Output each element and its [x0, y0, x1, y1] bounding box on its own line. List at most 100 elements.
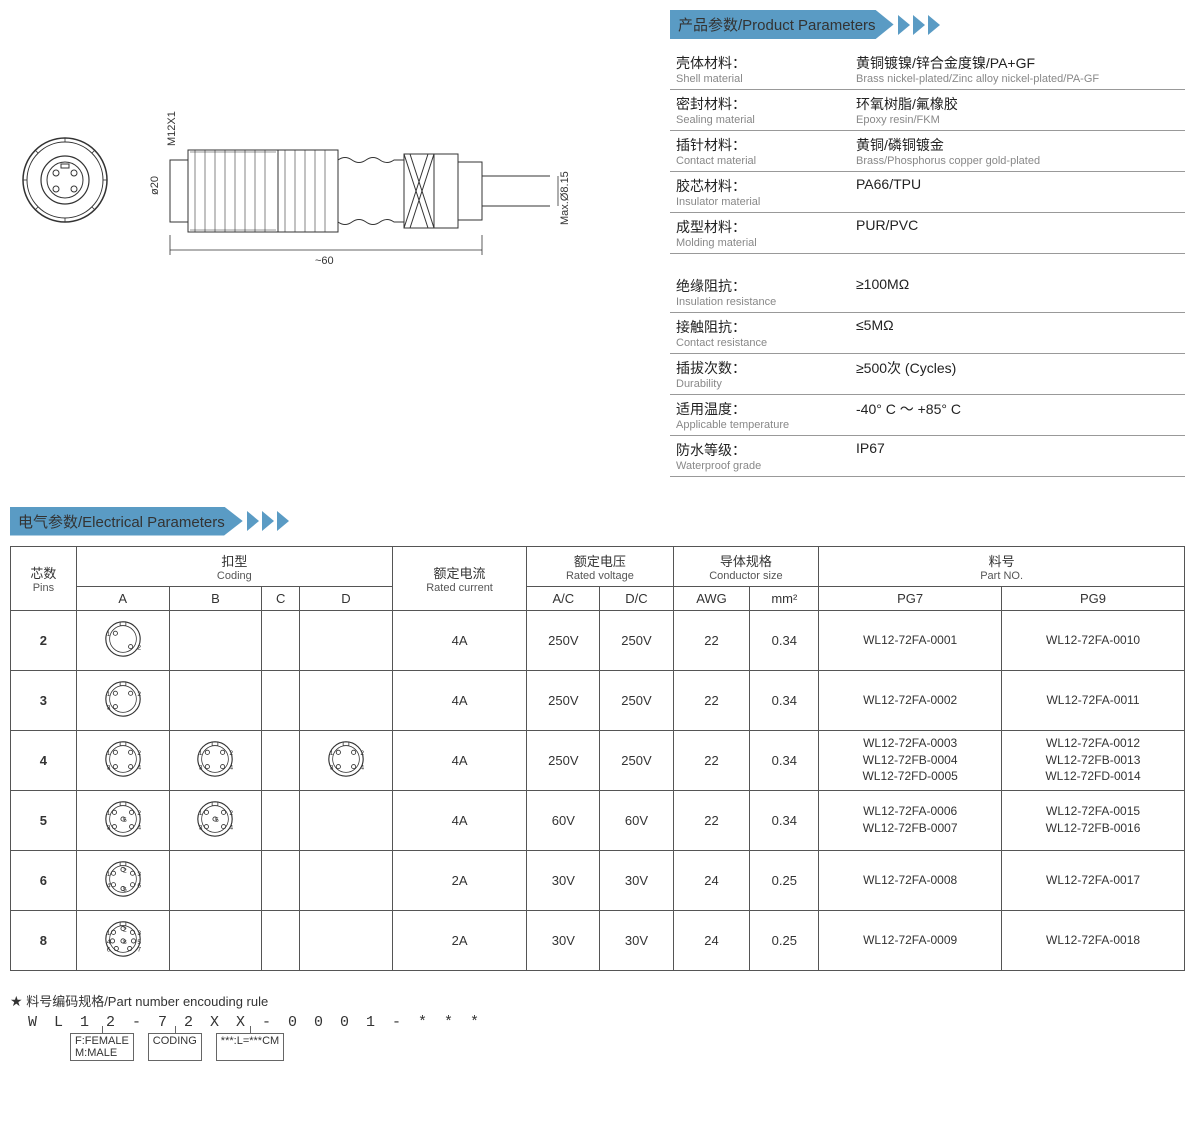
coding-diagram: 12345: [76, 790, 169, 850]
param-label: 密封材料：Sealing material: [670, 90, 850, 131]
current-value: 4A: [392, 610, 526, 670]
svg-text:3: 3: [106, 764, 110, 771]
mm2-value: 0.25: [750, 850, 819, 910]
coding-diagram: [300, 610, 393, 670]
svg-text:2: 2: [360, 750, 364, 757]
current-value: 2A: [392, 910, 526, 970]
svg-text:8: 8: [123, 938, 127, 945]
param-label: 接触阻抗：Contact resistance: [670, 312, 850, 353]
param-value: 黄铜镀镍/锌合金度镍/PA+GFBrass nickel-plated/Zinc…: [850, 49, 1185, 90]
param-label: 防水等级：Waterproof grade: [670, 435, 850, 476]
product-params-table: 壳体材料：Shell material 黄铜镀镍/锌合金度镍/PA+GFBras…: [670, 49, 1185, 477]
svg-text:1: 1: [330, 750, 334, 757]
part-number: WL12-72FA-0018: [1002, 910, 1185, 970]
current-value: 4A: [392, 670, 526, 730]
coding-diagram: [262, 730, 300, 790]
part-number: WL12-72FA-0006WL12-72FB-0007: [819, 790, 1002, 850]
svg-text:4: 4: [360, 764, 364, 771]
header-tab: 产品参数/Product Parameters: [670, 10, 894, 39]
vac-value: 30V: [527, 910, 600, 970]
awg-value: 22: [673, 790, 750, 850]
svg-text:Max.Ø8.15: Max.Ø8.15: [559, 171, 571, 225]
svg-text:2: 2: [123, 926, 127, 933]
svg-text:1: 1: [106, 930, 110, 937]
coding-diagram: 12345678: [76, 910, 169, 970]
product-params-header: 产品参数/Product Parameters: [670, 10, 1185, 39]
svg-text:1: 1: [199, 750, 203, 757]
electrical-params-table: 芯数Pins 扣型Coding 额定电流Rated current 额定电压Ra…: [10, 546, 1185, 971]
mm2-value: 0.25: [750, 910, 819, 970]
part-number: WL12-72FA-0015WL12-72FB-0016: [1002, 790, 1185, 850]
part-number: WL12-72FA-0010: [1002, 610, 1185, 670]
technical-drawing: ø20 M12X1 ~60 Max.Ø8.15: [10, 10, 650, 477]
pins-value: 4: [11, 730, 77, 790]
svg-text:2: 2: [230, 810, 234, 817]
vdc-value: 60V: [600, 790, 673, 850]
mm2-value: 0.34: [750, 610, 819, 670]
coding-diagram: 12345: [169, 790, 262, 850]
svg-text:1: 1: [106, 750, 110, 757]
electrical-params-header: 电气参数/Electrical Parameters: [10, 507, 1185, 536]
coding-diagram: [262, 790, 300, 850]
pins-value: 5: [11, 790, 77, 850]
col-coding-C: C: [262, 586, 300, 610]
svg-text:5: 5: [123, 886, 127, 893]
current-value: 2A: [392, 850, 526, 910]
vdc-value: 30V: [600, 850, 673, 910]
col-cond-sub: mm²: [750, 586, 819, 610]
vac-value: 60V: [527, 790, 600, 850]
param-value: ≥500次 (Cycles): [850, 353, 1185, 394]
current-value: 4A: [392, 790, 526, 850]
param-value: IP67: [850, 435, 1185, 476]
svg-text:~60: ~60: [315, 255, 334, 267]
header-tab: 电气参数/Electrical Parameters: [10, 507, 243, 536]
svg-text:1: 1: [106, 691, 110, 698]
svg-text:4: 4: [230, 824, 234, 831]
pins-value: 6: [11, 850, 77, 910]
svg-text:3: 3: [106, 704, 110, 711]
param-label: 适用温度：Applicable temperature: [670, 394, 850, 435]
svg-text:4: 4: [230, 764, 234, 771]
coding-diagram: [169, 850, 262, 910]
coding-diagram: 123456: [76, 850, 169, 910]
svg-text:5: 5: [123, 816, 127, 823]
svg-text:3: 3: [106, 824, 110, 831]
svg-text:1: 1: [106, 810, 110, 817]
param-value: PUR/PVC: [850, 213, 1185, 254]
svg-text:M12X1: M12X1: [166, 111, 178, 146]
col-part-sub: PG7: [819, 586, 1002, 610]
svg-text:4: 4: [137, 764, 141, 771]
vac-value: 250V: [527, 730, 600, 790]
svg-text:4: 4: [137, 824, 141, 831]
awg-value: 24: [673, 910, 750, 970]
part-number: WL12-72FA-0003WL12-72FB-0004WL12-72FD-00…: [819, 730, 1002, 790]
svg-text:4: 4: [106, 882, 110, 889]
svg-text:2: 2: [137, 750, 141, 757]
part-number: WL12-72FA-0009: [819, 910, 1002, 970]
part-number: WL12-72FA-0011: [1002, 670, 1185, 730]
pins-value: 8: [11, 910, 77, 970]
coding-diagram: [300, 850, 393, 910]
pins-value: 2: [11, 610, 77, 670]
coding-diagram: 1234: [300, 730, 393, 790]
param-value: PA66/TPU: [850, 172, 1185, 213]
vdc-value: 250V: [600, 610, 673, 670]
coding-diagram: [300, 790, 393, 850]
mm2-value: 0.34: [750, 670, 819, 730]
svg-text:3: 3: [137, 871, 141, 878]
encoding-note: CODING: [148, 1033, 202, 1061]
part-number: WL12-72FA-0001: [819, 610, 1002, 670]
svg-text:5: 5: [137, 938, 141, 945]
vdc-value: 250V: [600, 730, 673, 790]
encoding-title: 料号编码规格/Part number encouding rule: [26, 994, 268, 1009]
svg-text:4: 4: [106, 938, 110, 945]
param-label: 插拔次数：Durability: [670, 353, 850, 394]
coding-diagram: 1 2 3 4: [76, 730, 169, 790]
svg-text:ø20: ø20: [149, 176, 161, 195]
current-value: 4A: [392, 730, 526, 790]
awg-value: 22: [673, 670, 750, 730]
part-number: WL12-72FA-0008: [819, 850, 1002, 910]
pins-value: 3: [11, 670, 77, 730]
col-part-sub: PG9: [1002, 586, 1185, 610]
awg-value: 22: [673, 610, 750, 670]
